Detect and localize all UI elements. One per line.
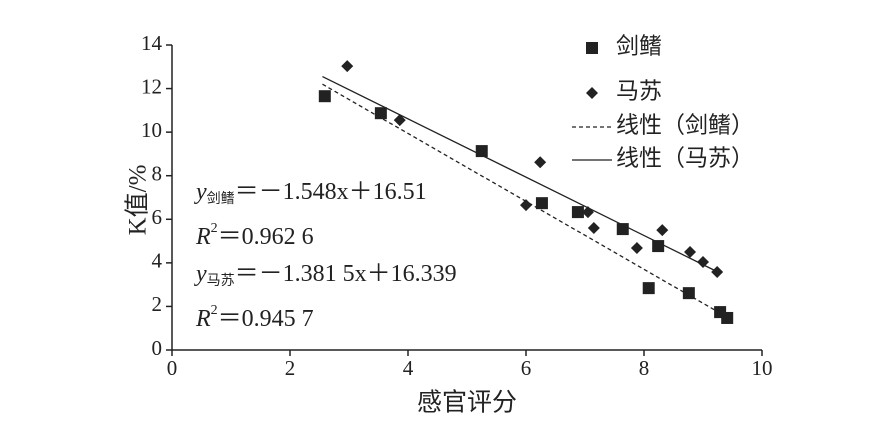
annotation-var: y [194, 261, 207, 287]
point [721, 311, 734, 324]
annotation-var: R [195, 306, 211, 332]
x-axis-label: 感官评分 [417, 389, 517, 417]
legend-label: 剑鳍 [616, 33, 662, 58]
point [341, 60, 354, 73]
point [652, 240, 665, 253]
annotation-rest: ＝－1.381 5x＋16.339 [235, 261, 457, 287]
y-tick-label: 12 [141, 74, 162, 98]
point [682, 287, 695, 300]
y-tick-label: 2 [152, 292, 163, 316]
x-tick-label: 2 [285, 356, 296, 380]
y-tick-label: 14 [141, 31, 163, 55]
point [318, 90, 331, 103]
annotation-rest: ＝0.962 6 [218, 224, 314, 250]
point [535, 197, 548, 210]
x-tick-label: 6 [521, 356, 532, 380]
y-tick-label: 8 [152, 162, 163, 186]
point [520, 199, 532, 212]
x-tick-label: 0 [167, 356, 178, 380]
legend-label: 线性（剑鳍） [616, 112, 754, 137]
point [374, 107, 387, 120]
point [697, 255, 709, 268]
fit-line [322, 76, 716, 272]
point [684, 245, 697, 258]
annotation: R2＝0.945 7 [195, 303, 314, 331]
y-tick-label: 10 [141, 118, 162, 142]
annotation-sub: 马苏 [207, 273, 235, 289]
annotation-var: R [195, 224, 211, 250]
x-tick-label: 8 [639, 356, 650, 380]
y-tick-label: 6 [152, 205, 163, 229]
annotation: y剑鳍＝－1.548x＋16.51 [194, 179, 427, 208]
point [534, 156, 547, 169]
legend-marker [586, 87, 598, 99]
legend-label: 马苏 [616, 78, 662, 103]
y-tick-label: 0 [152, 336, 163, 360]
x-tick-label: 4 [403, 356, 414, 380]
point [393, 114, 406, 127]
point [656, 224, 669, 237]
y-tick-label: 4 [152, 249, 163, 273]
point [711, 266, 724, 279]
annotation: y马苏＝－1.381 5x＋16.339 [194, 261, 457, 290]
fit-line [322, 83, 724, 316]
annotation-rest: ＝0.945 7 [218, 306, 314, 332]
point [642, 282, 655, 295]
annotation-sub: 剑鳍 [207, 191, 235, 207]
legend-marker [586, 42, 598, 54]
point [630, 242, 643, 255]
annotation-rest: ＝－1.548x＋16.51 [235, 179, 427, 205]
annotation: R2＝0.962 6 [195, 221, 314, 249]
point [587, 222, 600, 234]
point [571, 206, 584, 219]
annotation-var: y [194, 179, 207, 205]
x-tick-label: 10 [752, 356, 773, 380]
y-axis-label: K值/% [124, 165, 152, 236]
annotation-sup: 2 [211, 221, 218, 236]
annotation-sup: 2 [211, 303, 218, 318]
legend-label: 线性（马苏） [616, 145, 754, 170]
